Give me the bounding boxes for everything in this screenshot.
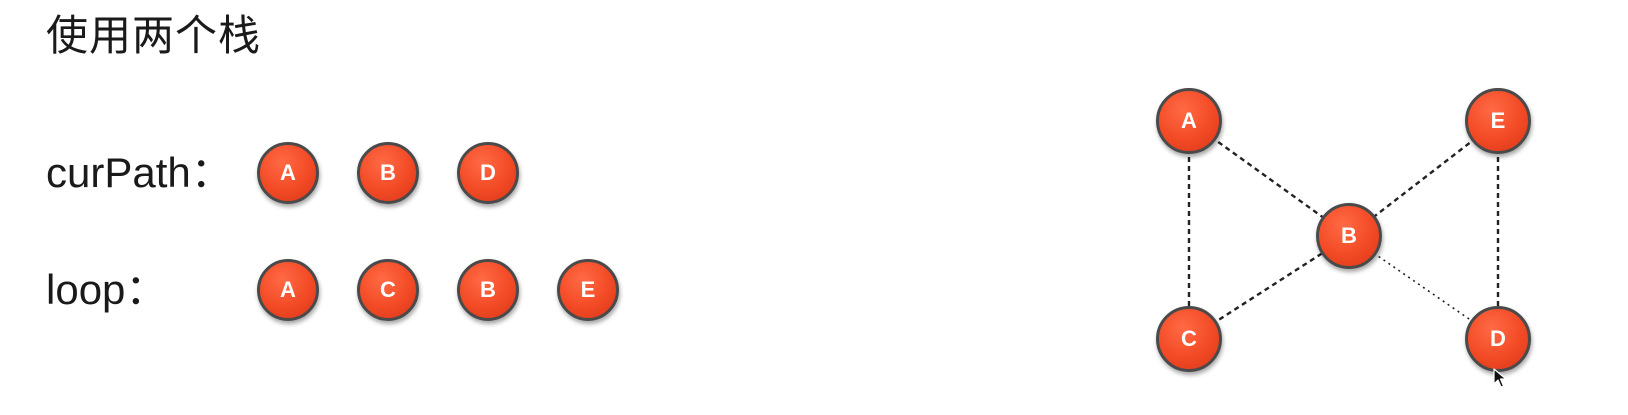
slide-title: 使用两个栈 [46,11,262,60]
graph-node-e: E [1465,88,1531,154]
graph-node-b: B [1316,203,1382,269]
curpath-stack-row: curPath： A B D [46,133,519,213]
loop-nodes: A C B E [257,259,619,321]
loop-node: C [357,259,419,321]
mouse-pointer-icon [1493,368,1507,388]
graph-node-d: D [1465,306,1531,372]
curpath-node: B [357,142,419,204]
loop-stack-row: loop： A C B E [46,250,619,330]
loop-node: E [557,259,619,321]
loop-node: A [257,259,319,321]
graph-node-c: C [1156,306,1222,372]
graph-node-a: A [1156,88,1222,154]
curpath-label: curPath： [46,149,233,196]
loop-label: loop： [46,266,168,313]
curpath-node: D [457,142,519,204]
loop-node: B [457,259,519,321]
curpath-node: A [257,142,319,204]
curpath-nodes: A B D [257,142,519,204]
